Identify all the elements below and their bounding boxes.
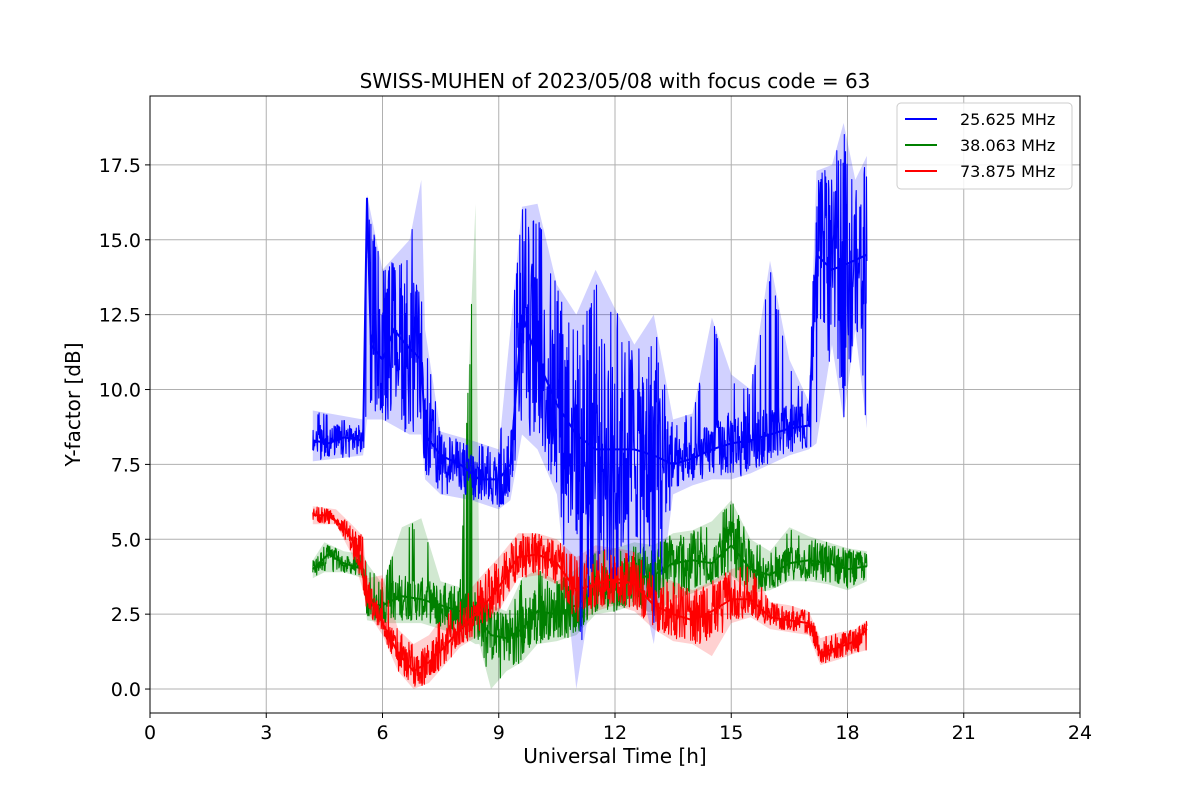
chart-title: SWISS-MUHEN of 2023/05/08 with focus cod…: [360, 69, 871, 93]
series-line: [312, 543, 868, 640]
x-tick-label: 3: [260, 722, 272, 744]
y-tick-label: 17.5: [99, 155, 141, 177]
x-tick-label: 6: [376, 722, 388, 744]
y-tick-label: 15.0: [99, 230, 141, 252]
x-tick-label: 9: [493, 722, 505, 744]
y-tick-label: 12.5: [99, 305, 141, 327]
x-axis-label: Universal Time [h]: [523, 744, 706, 768]
legend-entry-label: 25.625 MHz: [960, 110, 1055, 129]
x-tick-label: 12: [603, 722, 627, 744]
y-tick-label: 2.5: [111, 604, 141, 626]
series-trace: [312, 133, 868, 641]
y-tick-label: 10.0: [99, 380, 141, 402]
series-line-layer: [312, 133, 868, 687]
y-tick-label: 5.0: [111, 529, 141, 551]
legend-entry-label: 73.875 MHz: [960, 162, 1055, 181]
series-line: [312, 197, 868, 481]
x-tick-label: 21: [952, 722, 976, 744]
y-tick-label: 7.5: [111, 454, 141, 476]
x-tick-label: 18: [835, 722, 859, 744]
x-tick-label: 15: [719, 722, 743, 744]
tick-layer: 0 3 6 9 12 15 18 21 24 0.0 2.5 5.0 7.5 10.0 12.5 15.0 17…: [99, 155, 1092, 744]
x-tick-label: 0: [144, 722, 156, 744]
y-tick-label: 0.0: [111, 679, 141, 701]
legend: 25.625 MHz 38.063 MHz 73.875 MHz: [896, 102, 1073, 190]
legend-frame: [896, 102, 1073, 190]
x-tick-label: 24: [1068, 722, 1092, 744]
y-axis-label: Y-factor [dB]: [61, 342, 85, 467]
legend-entry-label: 38.063 MHz: [960, 136, 1055, 155]
series-line: [312, 514, 868, 673]
